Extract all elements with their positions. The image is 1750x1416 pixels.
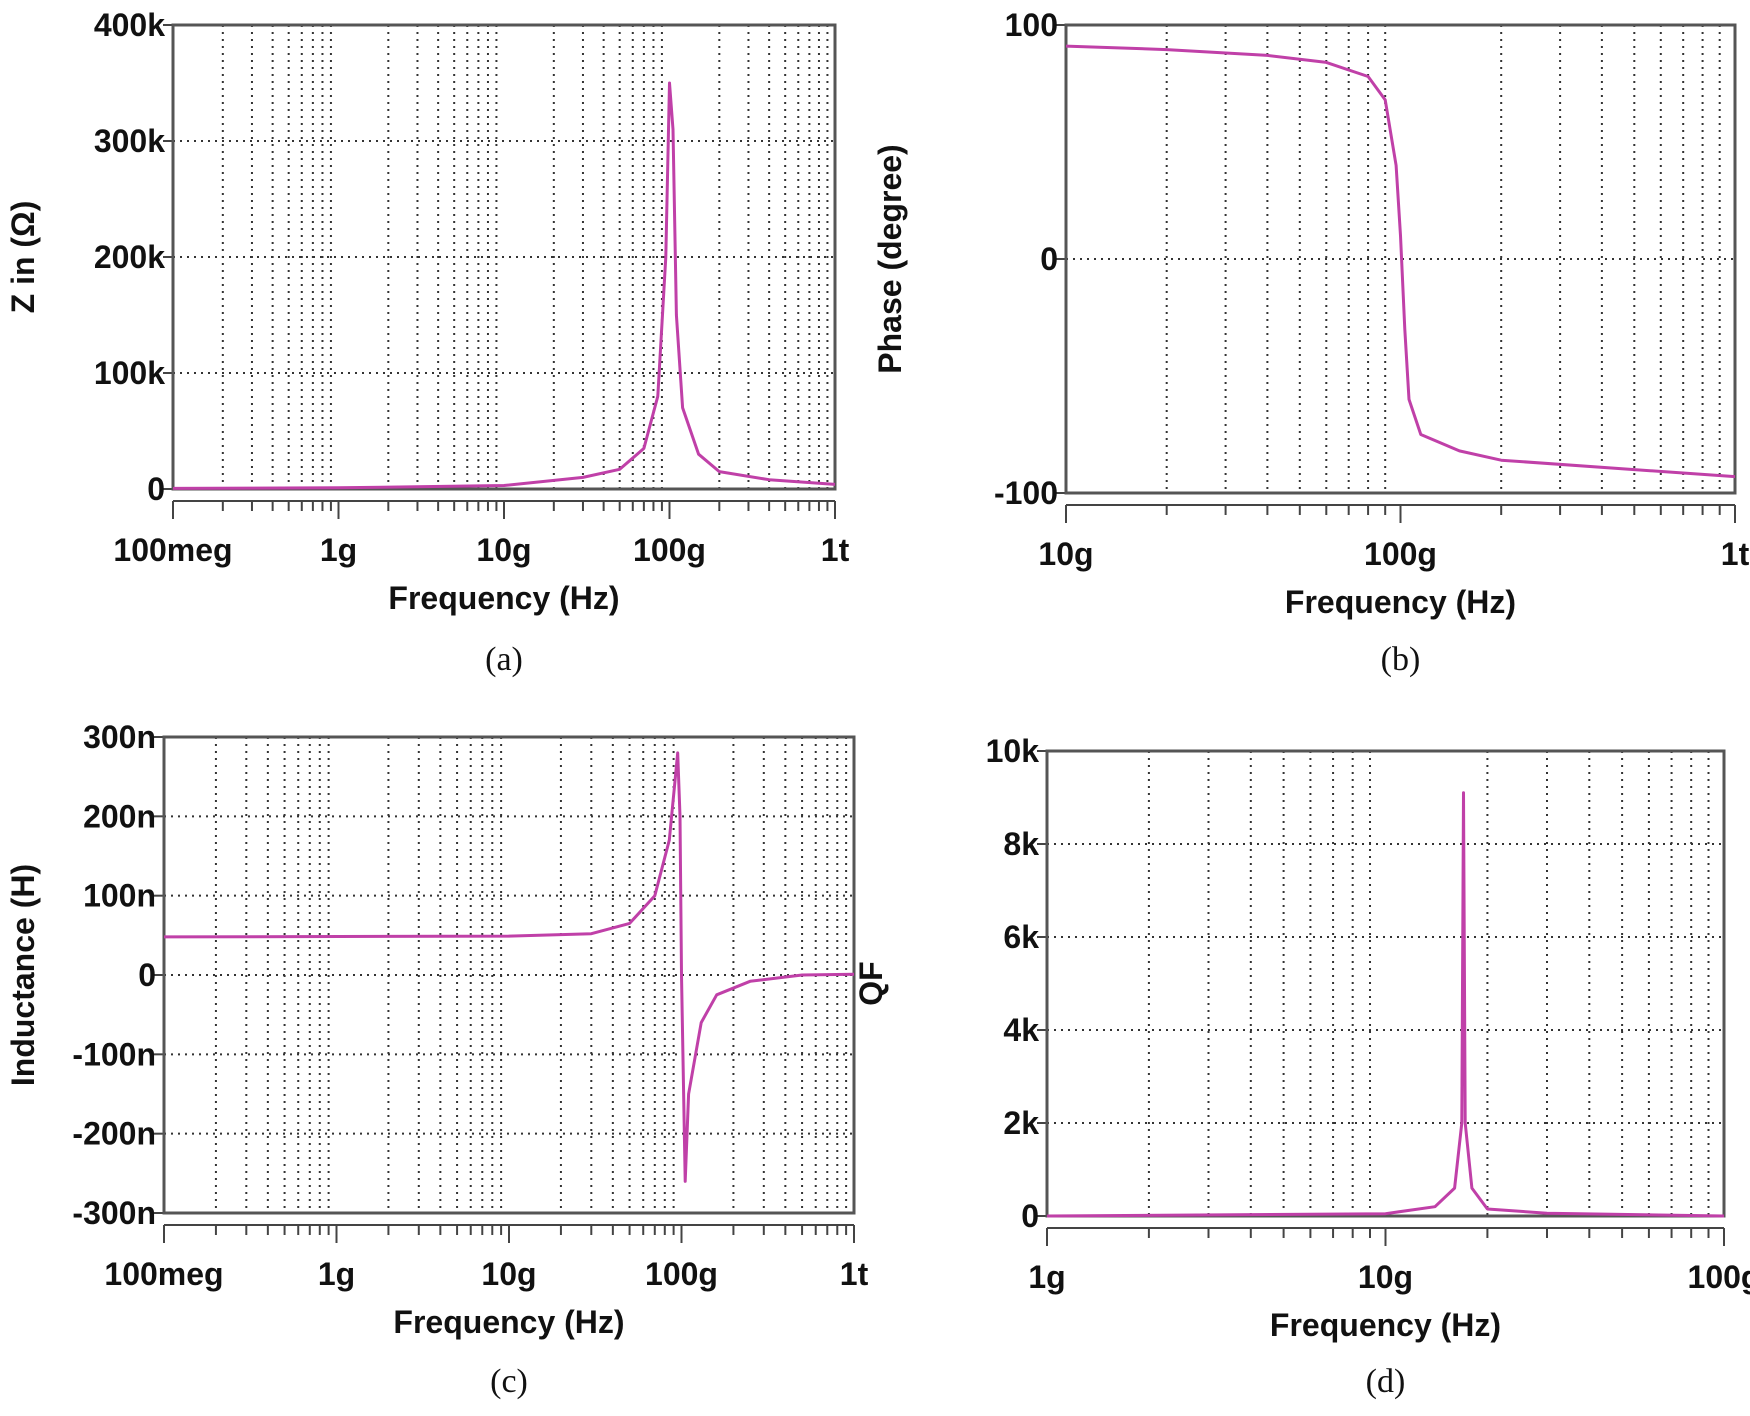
- x-tick-label: 1g: [320, 532, 357, 568]
- x-tick-label: 100g: [1364, 536, 1437, 572]
- y-tick-label: 0: [1040, 241, 1058, 277]
- x-tick-label: 10g: [1038, 536, 1093, 572]
- x-tick-label: 100g: [1688, 1259, 1750, 1295]
- y-axis-label: Z in (Ω): [5, 201, 41, 314]
- y-tick-label: 4k: [1003, 1012, 1039, 1048]
- x-tick-label: 1t: [840, 1256, 869, 1292]
- chart-panel-d: 0 2k 4k 6k 8k 10k 1g 10g 100g Frequency (Hz) QF (d): [853, 733, 1750, 1400]
- y-tick-label: 100n: [83, 878, 156, 914]
- y-tick-label: 300n: [83, 719, 156, 755]
- x-axis-label: Frequency (Hz): [393, 1304, 624, 1340]
- y-tick-label: 0: [1021, 1198, 1039, 1234]
- chart-panel-c: -300n -200n -100n 0 100n 200n 300n 100meg 1g 10g 1…: [5, 719, 869, 1400]
- x-tick-label: 100meg: [104, 1256, 223, 1292]
- y-axis-label: Inductance (H): [5, 864, 41, 1086]
- series-line: [163, 751, 855, 1183]
- chart-panel-a: 0 100k 200k 300k 400k 100meg 1g 10g 100g 1t Freque…: [5, 7, 850, 678]
- x-axis-label: Frequency (Hz): [388, 580, 619, 616]
- x-axis-label: Frequency (Hz): [1270, 1307, 1501, 1343]
- y-axis-label: QF: [853, 961, 889, 1005]
- panel-caption: (a): [485, 641, 523, 678]
- x-tick-label: 1g: [318, 1256, 355, 1292]
- panel-caption: (c): [490, 1363, 528, 1400]
- y-tick-label: 2k: [1003, 1105, 1039, 1141]
- x-tick-label: 10g: [1358, 1259, 1413, 1295]
- y-tick-label: 0: [138, 957, 156, 993]
- chart-panel-b: -100 0 100 10g 100g 1t Frequency (Hz) Phase (de…: [872, 7, 1750, 678]
- panel-caption: (d): [1366, 1363, 1406, 1400]
- y-tick-label: 10k: [986, 733, 1040, 769]
- x-tick-label: 10g: [476, 532, 531, 568]
- y-tick-label: 400k: [94, 7, 165, 43]
- x-axis-label: Frequency (Hz): [1285, 584, 1516, 620]
- x-tick-label: 1t: [1721, 536, 1750, 572]
- x-tick-label: 100meg: [113, 532, 232, 568]
- y-tick-label: 300k: [94, 123, 165, 159]
- y-tick-label: 8k: [1003, 826, 1039, 862]
- panel-caption: (b): [1381, 641, 1421, 678]
- y-tick-label: 6k: [1003, 919, 1039, 955]
- plot-frame: [171, 23, 837, 491]
- y-tick-label: -200n: [72, 1116, 156, 1152]
- y-axis-label: Phase (degree): [872, 144, 908, 373]
- x-tick-label: 1t: [821, 532, 850, 568]
- y-tick-label: 200n: [83, 798, 156, 834]
- y-tick-label: -300n: [72, 1195, 156, 1231]
- x-tick-label: 1g: [1028, 1259, 1065, 1295]
- y-tick-label: 100: [1005, 7, 1058, 43]
- x-tick-label: 100g: [633, 532, 706, 568]
- x-tick-label: 10g: [481, 1256, 536, 1292]
- y-tick-label: 100k: [94, 355, 165, 391]
- y-tick-label: 200k: [94, 239, 165, 275]
- y-tick-label: -100n: [72, 1036, 156, 1072]
- plot-frame: [1064, 23, 1737, 495]
- series-line: [1065, 44, 1736, 479]
- series-line: [1046, 791, 1725, 1218]
- x-tick-label: 100g: [645, 1256, 718, 1292]
- y-tick-label: -100: [994, 475, 1058, 511]
- series-line: [172, 81, 836, 490]
- plot-frame: [1045, 749, 1726, 1218]
- y-tick-label: 0: [147, 471, 165, 507]
